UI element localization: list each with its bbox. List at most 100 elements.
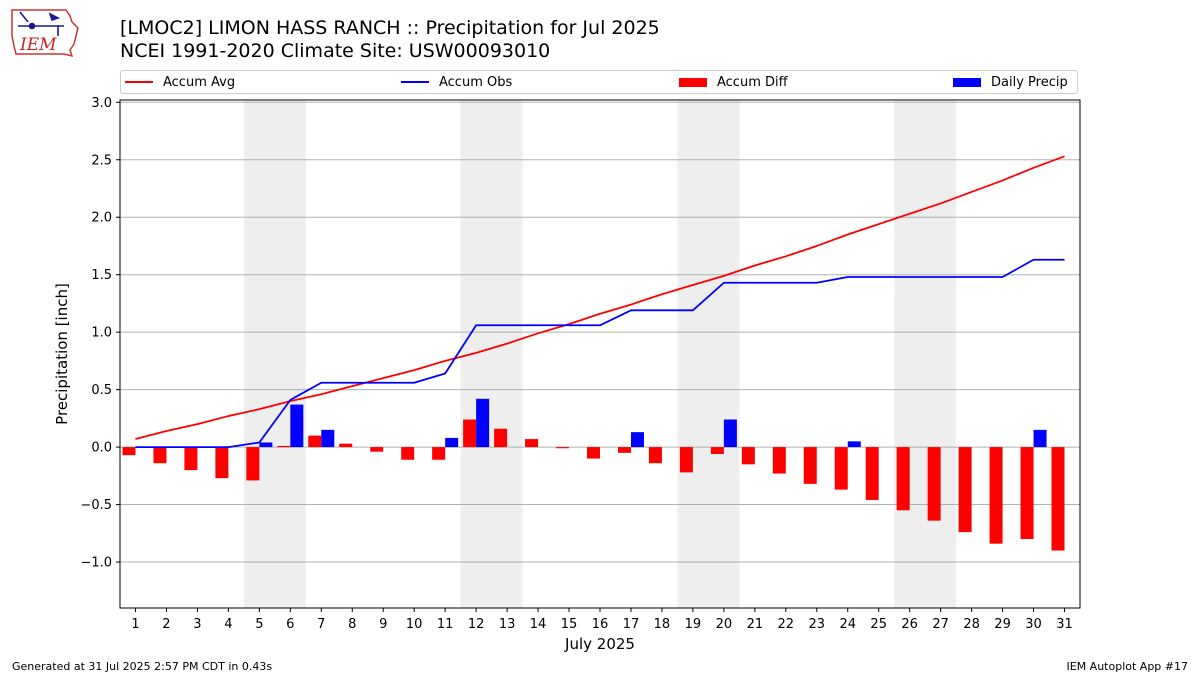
legend-swatch-accum-obs (401, 81, 429, 83)
y-tick-label: −1.0 (80, 556, 112, 571)
x-tick-label: 11 (437, 617, 454, 632)
x-tick-label: 14 (530, 617, 547, 632)
daily-precip-bar (1033, 429, 1047, 448)
x-tick-label: 20 (716, 617, 733, 632)
accum-diff-bar (1051, 447, 1065, 551)
legend-label: Daily Precip (991, 74, 1068, 90)
daily-precip-bar (290, 404, 304, 448)
accum-diff-bar (370, 447, 384, 452)
x-axis-label: July 2025 (564, 635, 635, 653)
legend-swatch-accum-avg (125, 81, 153, 83)
accum-diff-bar (401, 447, 415, 460)
x-tick-label: 30 (1025, 617, 1042, 632)
x-tick-label: 10 (406, 617, 423, 632)
bars (122, 398, 1065, 551)
x-tick-label: 1 (131, 617, 139, 632)
accum-diff-bar (525, 439, 539, 448)
y-tick-label: 1.5 (91, 268, 112, 283)
y-tick-label: 1.0 (91, 326, 112, 341)
accum-diff-bar (586, 447, 600, 459)
generated-timestamp: Generated at 31 Jul 2025 2:57 PM CDT in … (12, 660, 273, 673)
accum-diff-bar (989, 447, 1003, 544)
accum-diff-bar (958, 447, 972, 533)
legend-label: Accum Obs (439, 74, 513, 90)
accum-diff-bar (834, 447, 848, 490)
x-axis: 1 2 3 4 5 6 7 8 9 10 11 12 13 14 15 16 17 18 19 20 21 22 23 24 2… (131, 608, 1073, 632)
accum-diff-bar (865, 447, 879, 500)
weekend-band (243, 100, 306, 608)
daily-precip-bar (321, 429, 335, 448)
x-tick-label: 22 (778, 617, 795, 632)
x-tick-label: 8 (348, 617, 356, 632)
x-tick-label: 23 (809, 617, 826, 632)
legend-swatch-daily-precip (953, 77, 981, 87)
y-tick-label: 2.5 (91, 153, 112, 168)
x-tick-label: 28 (963, 617, 980, 632)
daily-precip-bar (259, 442, 273, 448)
x-tick-label: 9 (379, 617, 387, 632)
accum-diff-bar (803, 447, 817, 484)
iem-logo: IEM (11, 9, 79, 58)
legend-label: Accum Diff (717, 74, 788, 90)
accum-diff-bar (215, 447, 229, 479)
accum-diff-bar (927, 447, 941, 521)
accum-diff-bar (741, 447, 755, 465)
daily-precip-bar (723, 419, 737, 448)
x-tick-label: 13 (499, 617, 516, 632)
x-tick-label: 27 (932, 617, 949, 632)
x-tick-label: 26 (901, 617, 918, 632)
y-axis: −1.0 −0.5 0.0 0.5 1.0 1.5 2.0 2.5 3.0 (80, 96, 120, 571)
x-tick-label: 29 (994, 617, 1011, 632)
legend-label: Accum Avg (163, 74, 236, 90)
legend: Accum Avg Accum Obs Accum Diff Daily Pre… (120, 70, 1078, 94)
accum-diff-bar (122, 447, 136, 456)
accum-diff-bar (463, 419, 477, 448)
x-tick-label: 31 (1056, 617, 1073, 632)
accum-diff-bar (494, 428, 508, 448)
legend-item-daily-precip: Daily Precip (953, 71, 1068, 93)
accum-diff-bar (246, 447, 260, 481)
accum-diff-bar (308, 435, 322, 448)
weekend-shading (243, 100, 957, 608)
x-tick-label: 16 (592, 617, 609, 632)
x-tick-label: 21 (747, 617, 764, 632)
daily-precip-bar (847, 441, 861, 448)
x-tick-label: 15 (561, 617, 578, 632)
accum-diff-bar (277, 445, 291, 448)
x-tick-label: 5 (255, 617, 263, 632)
legend-swatch-accum-diff (679, 77, 707, 87)
accum-diff-bar (153, 447, 167, 464)
x-tick-label: 19 (685, 617, 702, 632)
series-lines (135, 155, 1065, 449)
weekend-band (894, 100, 957, 608)
y-tick-label: 2.0 (91, 211, 112, 226)
x-tick-label: 17 (623, 617, 640, 632)
x-tick-label: 12 (468, 617, 485, 632)
accum-diff-bar (648, 447, 662, 464)
accum-diff-bar (339, 443, 353, 448)
accum-diff-bar (679, 447, 693, 473)
y-tick-label: 3.0 (91, 96, 112, 111)
app-credit: IEM Autoplot App #17 (1066, 660, 1189, 673)
daily-precip-bar (630, 432, 644, 448)
accum-diff-bar (184, 447, 198, 471)
accum-diff-bar (556, 447, 570, 449)
x-tick-label: 4 (224, 617, 232, 632)
accum-diff-bar (710, 447, 724, 454)
accum-diff-bar (896, 447, 910, 511)
daily-precip-bar (445, 437, 459, 448)
legend-item-accum-obs: Accum Obs (401, 71, 512, 93)
logo-text: IEM (19, 35, 57, 55)
accum-obs-line (135, 258, 1065, 449)
weather-station-icon (18, 11, 64, 36)
daily-precip-bar (476, 398, 490, 448)
y-tick-label: 0.0 (91, 441, 112, 456)
chart-title: [LMOC2] LIMON HASS RANCH :: Precipitatio… (120, 17, 660, 39)
y-tick-label: −0.5 (80, 498, 112, 513)
accum-diff-bar (432, 447, 446, 460)
legend-item-accum-avg: Accum Avg (125, 71, 235, 93)
x-tick-label: 24 (839, 617, 856, 632)
x-tick-label: 7 (317, 617, 325, 632)
accum-diff-bar (772, 447, 786, 474)
x-tick-label: 3 (193, 617, 201, 632)
